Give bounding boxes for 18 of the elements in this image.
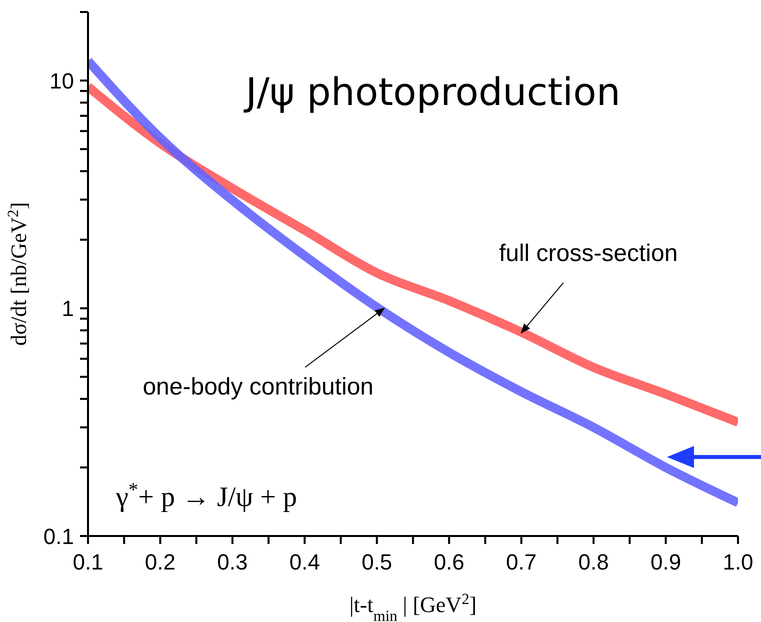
x-tick-label: 0.3 — [217, 550, 248, 575]
x-tick-label: 1.0 — [722, 550, 754, 575]
text: J/ψ photoproduction — [244, 70, 620, 114]
x-tick-label: 0.2 — [144, 550, 176, 575]
annotation: one-body contribution — [142, 374, 374, 401]
x-axis-title: |t-t$_{min}$ | [GeV$^{2}$] — [349, 590, 477, 622]
x-tick-label: 0.1 — [72, 550, 104, 575]
x-tick-label: 0.4 — [289, 550, 320, 575]
y-tick-label: 1 — [62, 296, 74, 322]
x-tick-label: 0.7 — [506, 550, 537, 575]
x-tick-label: 0.6 — [434, 550, 464, 575]
x-tick-label: 0.9 — [650, 550, 682, 575]
y-tick-label: 10 — [50, 68, 74, 94]
x-tick-label: 0.5 — [362, 550, 392, 575]
x-tick-label: 0.8 — [578, 550, 609, 575]
annotation: full cross-section — [498, 240, 678, 268]
annotation: γ$^{*}$+ p → J/ψ + p — [115, 480, 297, 513]
y-tick-label: 0.1 — [43, 524, 74, 549]
